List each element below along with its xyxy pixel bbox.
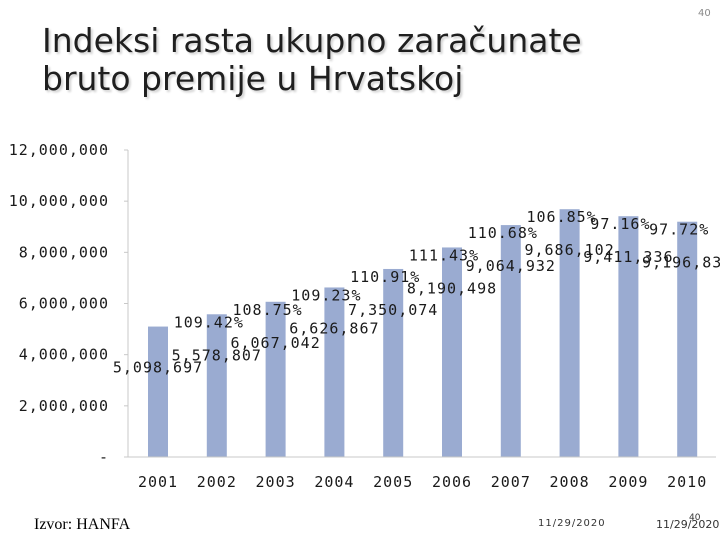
page-number: 40 <box>698 8 711 19</box>
x-tick-label: 2005 <box>373 473 413 491</box>
index-label: 110.68% <box>468 224 538 242</box>
x-tick-label: 2001 <box>138 473 178 491</box>
x-tick-label: 2009 <box>608 473 648 491</box>
y-tick-label: 10,000,000 <box>9 192 109 210</box>
x-tick-label: 2007 <box>491 473 531 491</box>
data-label: 9,411,336 <box>583 248 673 266</box>
data-label: 8,190,498 <box>407 279 497 297</box>
y-tick-label: 4,000,000 <box>19 346 109 364</box>
bar <box>500 225 521 457</box>
slide-title: Indeksi rasta ukupno zaračunate bruto pr… <box>42 21 582 98</box>
bar <box>618 216 639 457</box>
bars-group <box>148 209 698 457</box>
x-tick-label: 2010 <box>667 473 707 491</box>
x-tick-label: 2006 <box>432 473 472 491</box>
data-label: 7,350,074 <box>348 301 438 319</box>
y-tick-label: 6,000,000 <box>19 295 109 313</box>
bar <box>442 247 462 457</box>
y-tick-label: 2,000,000 <box>19 397 109 415</box>
x-axis-labels: 2001 2002 2003 2004 2005 2006 2007 2008 2009 2010 <box>138 473 707 491</box>
bar <box>148 326 168 457</box>
bar <box>559 209 580 457</box>
x-tick-label: 2004 <box>314 473 354 491</box>
index-label: 109.42% <box>174 313 244 331</box>
data-label: 6,626,867 <box>289 319 379 337</box>
data-label: 5,578,807 <box>172 346 262 364</box>
data-label: 9,686,102 <box>524 241 614 259</box>
y-tick-label: 8,000,000 <box>19 243 109 261</box>
index-label: 106.85% <box>526 208 596 226</box>
bar <box>383 268 404 457</box>
x-tick-label: 2002 <box>197 473 237 491</box>
bar <box>324 287 345 457</box>
y-axis: - 2,000,000 4,000,000 6,000,000 8,000,000 10,… <box>9 141 716 466</box>
index-label: 97.72% <box>649 221 709 239</box>
value-labels: 5,098,6975,578,8076,067,0426,626,8677,35… <box>113 241 720 376</box>
data-label: 9,064,932 <box>466 257 556 275</box>
y-tick-label: - <box>99 448 109 466</box>
index-label: 111.43% <box>409 246 479 264</box>
data-label: 6,067,042 <box>230 334 320 352</box>
data-label: 9,196,830 <box>642 254 720 272</box>
bar <box>265 301 286 457</box>
index-labels: 109.42%108.75%109.23%110.91% 111.43% 110.6… <box>174 208 709 331</box>
source-note: Izvor: HANFA <box>34 516 131 533</box>
data-label: 5,098,697 <box>113 359 203 377</box>
bar <box>677 221 698 457</box>
index-label: 110.91% <box>350 268 420 286</box>
x-tick-label: 2008 <box>550 473 590 491</box>
x-tick-label: 2003 <box>256 473 296 491</box>
index-label: 108.75% <box>232 301 302 319</box>
index-label: 97.16% <box>590 215 650 233</box>
index-label: 109.23% <box>291 286 361 304</box>
bar <box>206 314 227 457</box>
y-tick-label: 12,000,000 <box>9 141 109 159</box>
footer-page-number: 40 <box>689 513 701 523</box>
footer-date-overlap: 11/29/2020 <box>656 518 720 531</box>
footer-date: 11/29/2020 <box>538 518 606 529</box>
